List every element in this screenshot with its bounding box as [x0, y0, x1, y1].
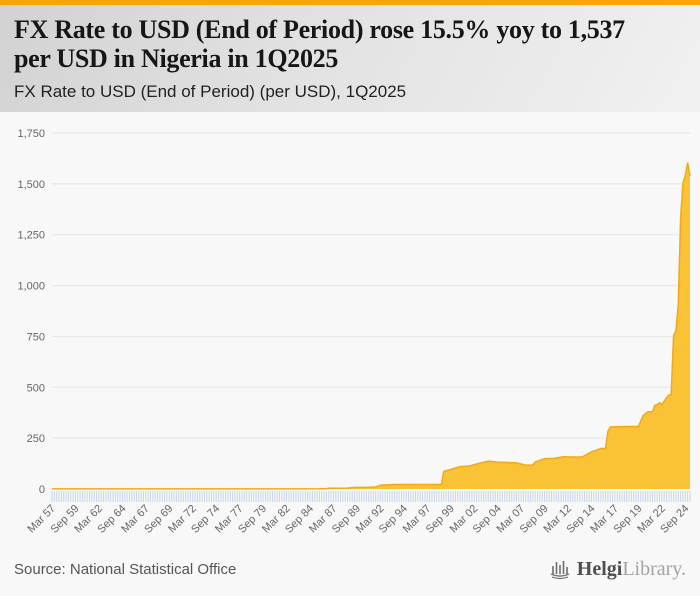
y-axis-label: 500: [27, 382, 45, 394]
y-axis-label: 1,500: [17, 179, 45, 191]
helgi-library-logo[interactable]: HelgiLibrary.: [548, 557, 686, 581]
helgi-skyline-icon: [550, 561, 570, 580]
chart-subtitle: FX Rate to USD (End of Period) (per USD)…: [14, 82, 407, 101]
logo-helgi: Helgi: [576, 557, 623, 580]
fx-rate-line: [52, 162, 691, 490]
chart-area: 0 250 500 750 1,000 1,250 1,500 1,750 Mar 57 Sep …: [0, 112, 700, 548]
y-axis-label: 1,250: [17, 230, 45, 242]
accent-top-bar: [0, 0, 700, 5]
source-text: Source: National Statistical Office: [14, 560, 237, 578]
logo-library: Library.: [622, 557, 686, 580]
chart-footer: Source: National Statistical Office Helg…: [0, 548, 700, 596]
title-line-1: FX Rate to USD (End of Period) rose 15.5…: [14, 15, 625, 44]
title-line-2: per USD in Nigeria in 1Q2025: [14, 44, 339, 73]
chart-header: FX Rate to USD (End of Period) rose 15.5…: [0, 5, 700, 112]
y-axis-label: 1,000: [17, 281, 45, 293]
y-axis-label: 0: [39, 484, 45, 496]
page-title: FX Rate to USD (End of Period) rose 15.5…: [14, 5, 686, 73]
y-axis-label: 750: [27, 331, 45, 343]
fx-rate-area-series: [52, 162, 690, 489]
y-axis-label: 250: [27, 433, 45, 445]
y-axis-label: 1,750: [17, 128, 45, 140]
logo-wordmark: HelgiLibrary.: [577, 558, 686, 581]
